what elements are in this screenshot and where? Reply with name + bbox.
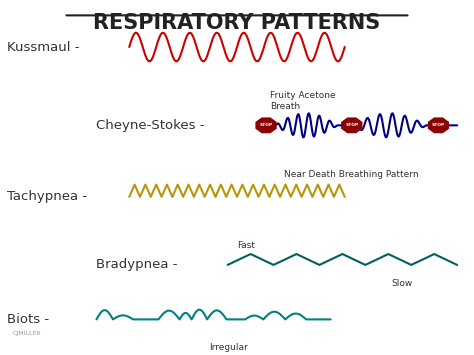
- Text: Kussmaul -: Kussmaul -: [8, 40, 80, 54]
- Text: Bradypnea -: Bradypnea -: [97, 258, 178, 272]
- Text: STOP: STOP: [259, 123, 273, 127]
- Text: STOP: STOP: [432, 123, 445, 127]
- Text: Cheyne-Stokes -: Cheyne-Stokes -: [97, 119, 205, 132]
- Text: STOP: STOP: [345, 123, 358, 127]
- Text: CJMILLER: CJMILLER: [12, 332, 41, 337]
- Text: RESPIRATORY PATTERNS: RESPIRATORY PATTERNS: [93, 13, 381, 33]
- Text: Tachypnea -: Tachypnea -: [8, 190, 88, 203]
- Text: Fast: Fast: [237, 241, 255, 250]
- Text: Biots -: Biots -: [8, 313, 50, 326]
- Text: Irregular: Irregular: [209, 343, 247, 352]
- Text: Near Death Breathing Pattern: Near Death Breathing Pattern: [284, 170, 419, 179]
- Text: Slow: Slow: [392, 279, 413, 288]
- Text: Fruity Acetone
Breath: Fruity Acetone Breath: [270, 91, 336, 111]
